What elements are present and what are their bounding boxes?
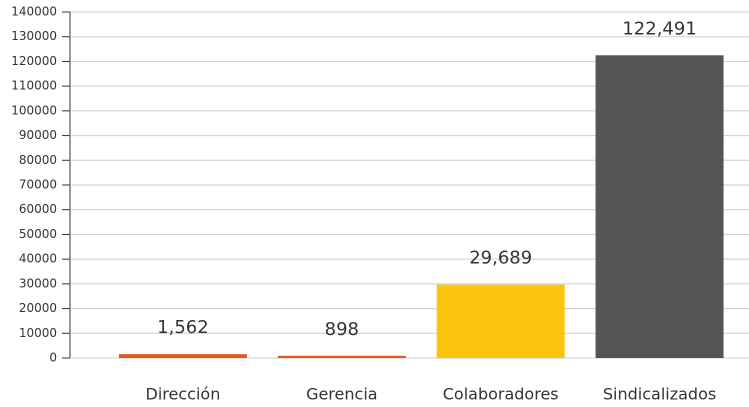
y-tick-label: 80000 [19, 153, 57, 167]
value-label: 898 [325, 319, 359, 340]
bar [118, 354, 247, 358]
y-tick-label: 10000 [19, 326, 57, 340]
y-tick-label: 100000 [11, 103, 57, 117]
bar [436, 284, 565, 358]
bar [277, 355, 406, 358]
x-tick-label: Colaboradores [443, 385, 559, 404]
y-tick-label: 130000 [11, 29, 57, 43]
y-tick-label: 90000 [19, 128, 57, 142]
y-tick-label: 50000 [19, 227, 57, 241]
x-tick-label: Dirección [146, 385, 221, 404]
y-tick-label: 120000 [11, 54, 57, 68]
bar [595, 55, 724, 358]
y-tick-label: 60000 [19, 202, 57, 216]
value-label: 1,562 [157, 317, 209, 338]
x-tick-label: Gerencia [306, 385, 378, 404]
y-tick-label: 70000 [19, 178, 57, 192]
x-tick-label: Sindicalizados [603, 385, 716, 404]
y-tick-label: 30000 [19, 276, 57, 290]
y-tick-label: 40000 [19, 252, 57, 266]
y-tick-label: 20000 [19, 301, 57, 315]
y-tick-label: 110000 [11, 79, 57, 93]
value-label: 122,491 [622, 18, 696, 39]
value-label: 29,689 [469, 248, 532, 269]
y-tick-label: 140000 [11, 5, 57, 19]
y-tick-label: 0 [49, 351, 57, 365]
